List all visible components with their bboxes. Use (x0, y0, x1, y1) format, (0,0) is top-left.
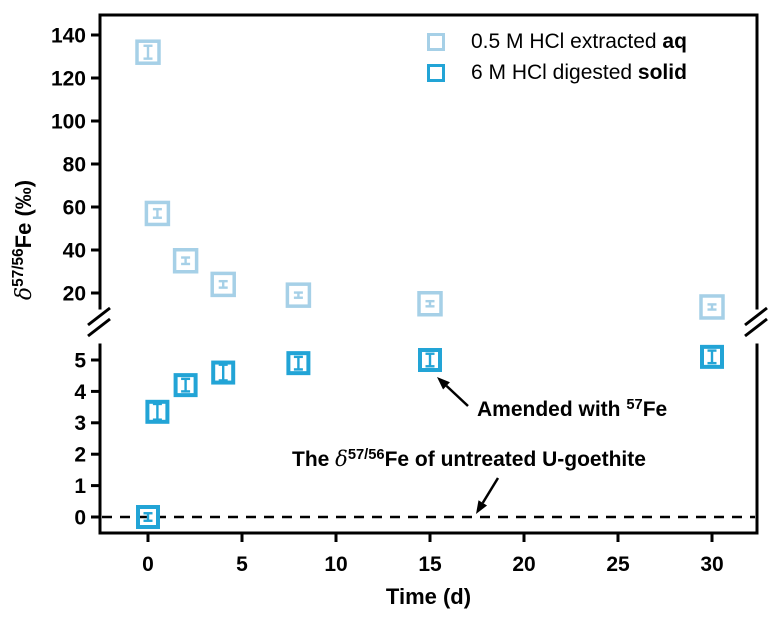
legend-marker-aq (427, 33, 445, 51)
data-point-solid (173, 373, 198, 398)
text-part: solid (637, 61, 687, 84)
x-tick-label: 0 (142, 553, 154, 576)
legend-label-solid: 6 M HCl digested solid (471, 61, 687, 85)
y-tick-label: 3 (74, 412, 86, 435)
text-part: aq (662, 30, 687, 53)
y-tick-label: 140 (51, 24, 86, 47)
x-tick-label: 10 (324, 553, 347, 576)
y-tick-label: 60 (63, 196, 86, 219)
data-point-solid (145, 399, 170, 424)
annotation-arrow (437, 377, 469, 407)
data-point-solid (286, 351, 311, 376)
text-part: 6 M HCl digested (471, 61, 638, 84)
text-part: 57/56 (347, 446, 385, 463)
data-point-solid (211, 360, 236, 385)
text-part: Fe of untreated U-goethite (384, 448, 646, 471)
axis-break-mark (87, 306, 111, 338)
series-aq (135, 39, 725, 320)
data-point-aq (285, 282, 312, 308)
axis-break-mark (744, 306, 768, 338)
legend-item-aq: 0.5 M HCl extracted aq (427, 30, 687, 54)
annotation-untreated: The δ57/56Fe of untreated U-goethite (292, 447, 646, 472)
text-part: δ (335, 447, 348, 471)
data-point-aq (417, 291, 443, 317)
x-tick-label: 20 (512, 553, 535, 576)
text-part: δ (12, 286, 37, 301)
y-tick-label: 80 (63, 153, 86, 176)
legend: 0.5 M HCl extracted aq 6 M HCl digested s… (427, 30, 687, 92)
legend-item-solid: 6 M HCl digested solid (427, 61, 687, 85)
text-part: Fe (642, 398, 668, 421)
data-point-aq (210, 271, 236, 298)
y-tick-label: 120 (51, 67, 86, 90)
y-tick-label: 20 (63, 282, 86, 305)
text-part: 0.5 M HCl extracted (471, 30, 663, 53)
y-tick-label: 4 (74, 381, 86, 404)
x-tick-label: 25 (606, 553, 630, 576)
annotation-arrow (476, 477, 500, 514)
y-tick-label: 100 (51, 110, 86, 133)
legend-marker-solid (427, 64, 445, 82)
y-tick-label: 0 (74, 506, 86, 529)
data-point-solid (418, 348, 442, 372)
y-tick-label: 5 (74, 349, 86, 372)
text-part: 57 (626, 396, 643, 413)
x-tick-label: 30 (700, 553, 723, 576)
data-point-aq (135, 39, 161, 65)
text-part: Fe (‰) (11, 179, 36, 249)
legend-label-aq: 0.5 M HCl extracted aq (471, 30, 687, 54)
x-tick-label: 5 (236, 553, 248, 576)
y-tick-label: 40 (63, 239, 86, 262)
text-part: Amended with (477, 398, 627, 421)
data-point-solid (136, 505, 160, 529)
text-part: The (292, 448, 336, 471)
data-point-aq (144, 200, 171, 227)
x-tick-label: 15 (418, 553, 442, 576)
y-axis-title: δ57/56Fe (‰) (10, 179, 37, 301)
annotation-amended: Amended with 57Fe (477, 396, 668, 422)
y-tick-label: 2 (74, 444, 86, 467)
data-point-aq (699, 294, 725, 320)
data-point-solid (700, 344, 724, 369)
data-point-aq (172, 248, 199, 274)
y-tick-label: 1 (74, 475, 86, 498)
x-axis-title: Time (d) (385, 584, 472, 609)
series-solid (136, 344, 724, 529)
text-part: 57/56 (10, 248, 28, 287)
